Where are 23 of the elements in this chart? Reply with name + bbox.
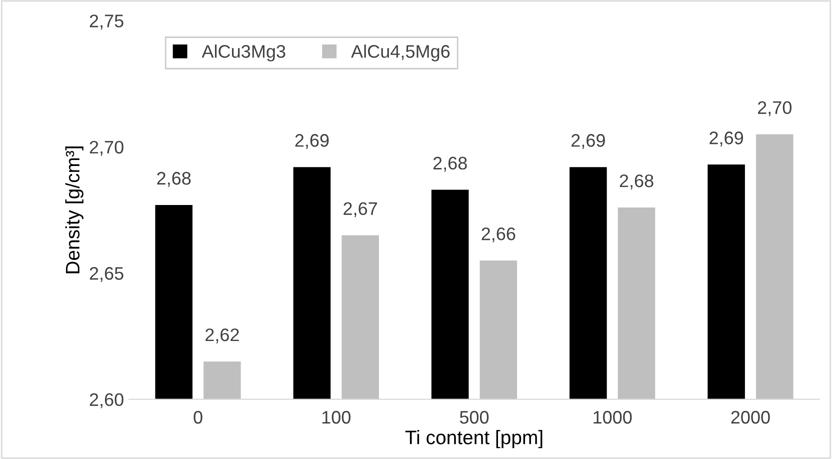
x-tick-label: 0 xyxy=(194,410,202,424)
data-label: 2,62 xyxy=(206,328,239,344)
data-label: 2,69 xyxy=(295,134,329,149)
x-tick-label: 100 xyxy=(322,410,350,424)
y-tick-label: 2,60 xyxy=(90,393,124,408)
x-tick-label: 1000 xyxy=(594,410,632,424)
data-label: 2,66 xyxy=(482,227,516,242)
data-label: 2,68 xyxy=(620,174,654,190)
x-axis-title: Ti content [ppm] xyxy=(405,430,542,448)
x-tick-label: 2000 xyxy=(731,410,770,424)
legend-label: AlCu3Mg3 xyxy=(202,44,286,62)
data-label: 2,68 xyxy=(157,172,191,187)
data-label: 2,69 xyxy=(572,134,605,149)
data-label: 2,70 xyxy=(758,101,792,116)
data-label: 2,67 xyxy=(344,202,377,218)
y-tick-label: 2,75 xyxy=(90,14,124,30)
data-label: 2,69 xyxy=(710,132,744,146)
legend-label: AlCu4,5Mg6 xyxy=(351,44,450,62)
x-tick-label: 500 xyxy=(460,410,489,424)
y-axis-title: Density [g/cm³] xyxy=(65,146,84,274)
data-label: 2,68 xyxy=(433,156,467,172)
y-tick-label: 2,65 xyxy=(90,267,124,282)
y-tick-label: 2,70 xyxy=(90,140,124,156)
